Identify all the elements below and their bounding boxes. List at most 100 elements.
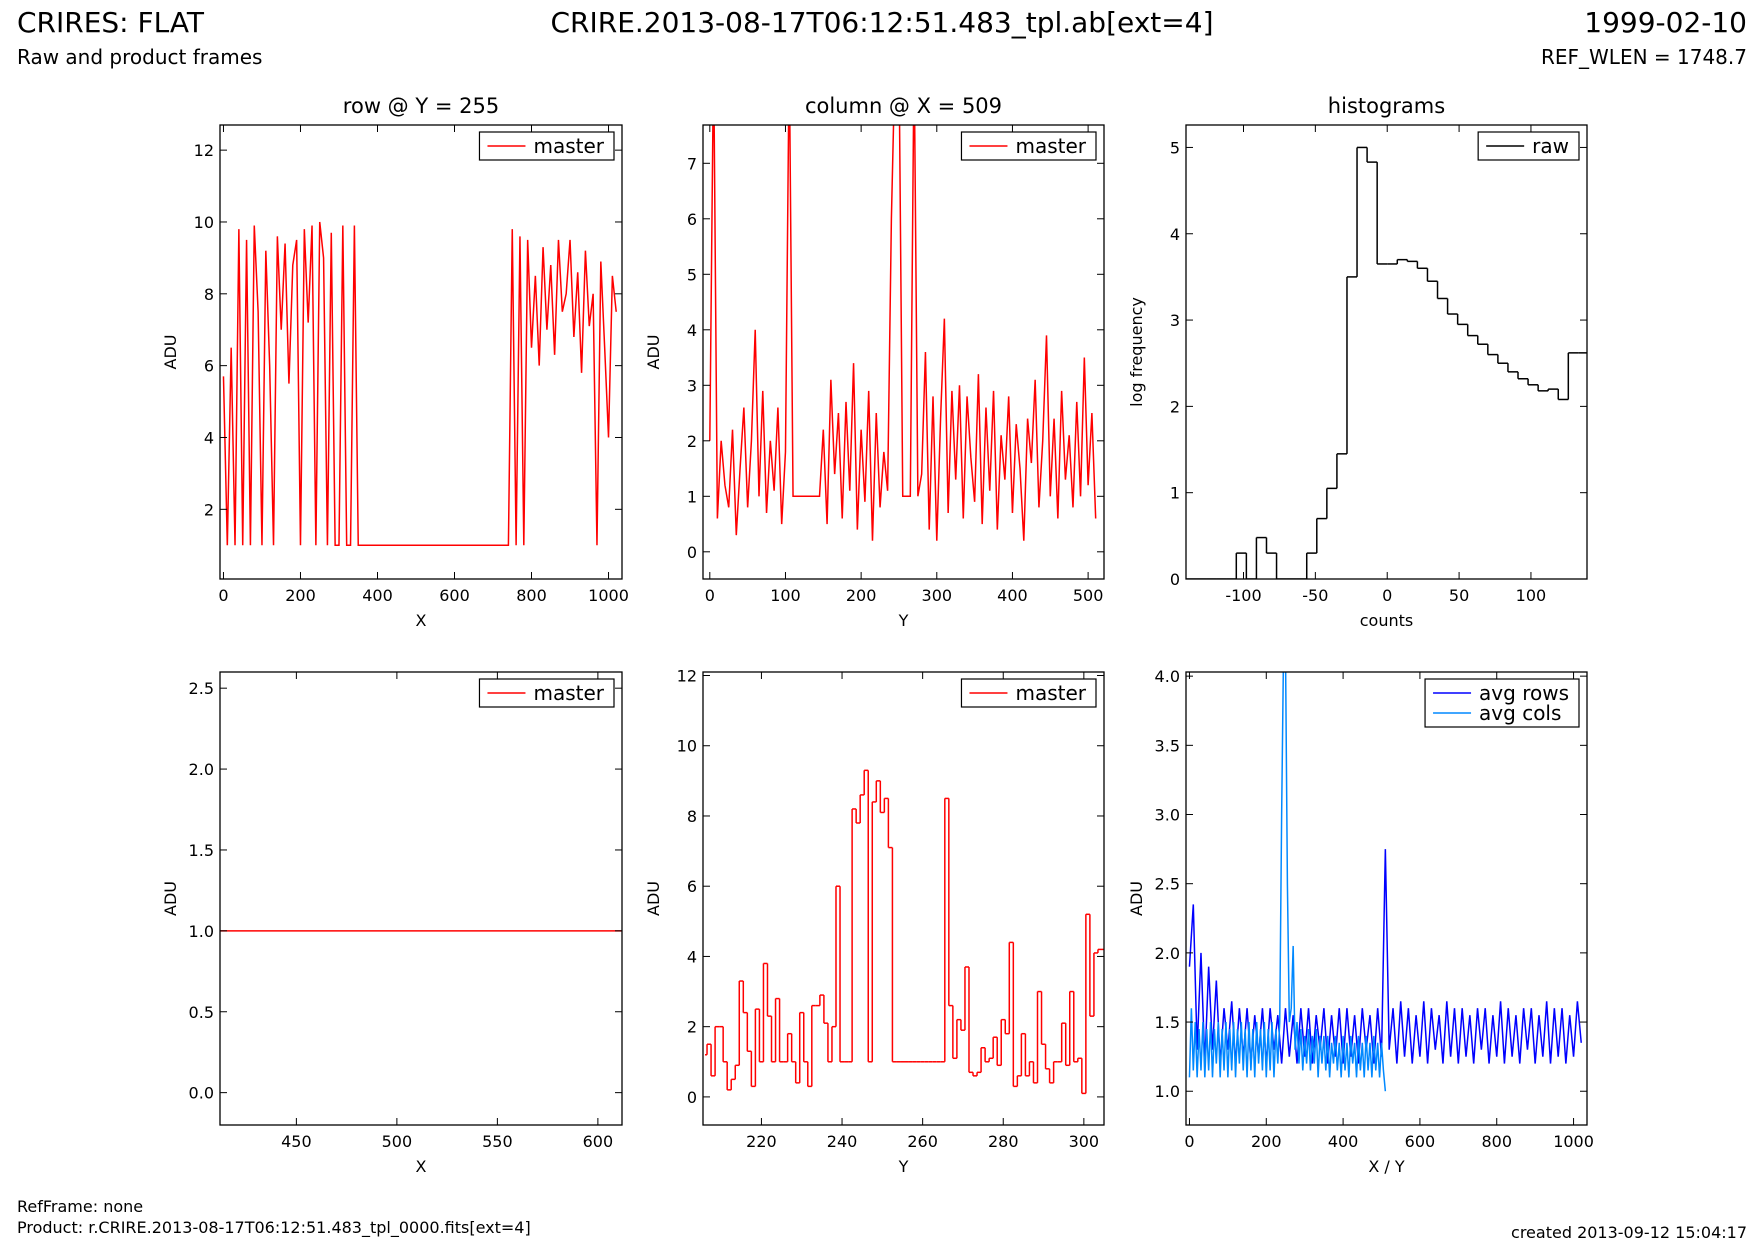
y-tick-label: 4: [1170, 225, 1180, 244]
legend: master: [960, 131, 1097, 161]
legend: master: [478, 131, 615, 161]
panel-title: column @ X = 509: [805, 94, 1002, 118]
x-tick-label: 0: [705, 586, 715, 605]
footer-refframe: RefFrame: none: [17, 1197, 143, 1216]
ref-wlen: REF_WLEN = 1748.7: [1541, 45, 1747, 69]
y-tick-label: 1.5: [189, 841, 214, 860]
x-tick-label: 550: [482, 1132, 513, 1151]
y-axis-label: ADU: [644, 881, 663, 916]
y-tick-label: 0: [687, 1088, 697, 1107]
panel-title: row @ Y = 255: [343, 94, 499, 118]
x-tick-label: 300: [1069, 1132, 1100, 1151]
y-axis-label: ADU: [1127, 881, 1146, 916]
x-tick-label: 0: [218, 586, 228, 605]
x-tick-label: 280: [988, 1132, 1019, 1151]
x-tick-label: 1000: [1553, 1132, 1594, 1151]
x-tick-label: 200: [285, 586, 316, 605]
y-tick-label: 5: [1170, 138, 1180, 157]
plot-area: [705, 769, 1104, 1095]
y-tick-label: 3: [1170, 311, 1180, 330]
x-tick-label: 200: [846, 586, 877, 605]
y-tick-label: 0: [1170, 570, 1180, 589]
y-tick-label: 3.5: [1155, 736, 1180, 755]
x-tick-label: 50: [1449, 586, 1469, 605]
x-axis-label: X: [416, 1157, 427, 1176]
plot-area: [1188, 672, 1582, 1092]
legend: master: [960, 678, 1097, 708]
legend-label: master: [533, 681, 604, 705]
y-tick-label: 10: [194, 213, 214, 232]
data-line: [222, 221, 617, 546]
x-tick-label: -100: [1225, 586, 1261, 605]
footer-created: created 2013-09-12 15:04:17: [1511, 1223, 1747, 1242]
footer-product: Product: r.CRIRE.2013-08-17T06:12:51.483…: [17, 1218, 531, 1238]
x-axis-label: X / Y: [1368, 1157, 1405, 1176]
y-tick-label: 3.0: [1155, 806, 1180, 825]
y-tick-label: 2: [204, 500, 214, 519]
x-tick-label: 600: [1405, 1132, 1436, 1151]
x-tick-label: 400: [1328, 1132, 1359, 1151]
x-tick-label: 100: [1516, 586, 1547, 605]
x-axis-label: Y: [898, 611, 909, 630]
plot-frame: [219, 671, 623, 1126]
legend-label: master: [1015, 134, 1086, 158]
y-tick-label: 4: [687, 321, 697, 340]
y-tick-label: 6: [687, 210, 697, 229]
y-tick-label: 0: [687, 543, 697, 562]
legend-label: avg cols: [1479, 701, 1561, 725]
x-tick-label: 600: [583, 1132, 614, 1151]
data-line: [1188, 849, 1582, 1064]
y-tick-label: 0.5: [189, 1003, 214, 1022]
plot-frame: [1185, 671, 1588, 1126]
data-line: [1188, 672, 1387, 1092]
y-axis-label: ADU: [161, 335, 180, 370]
y-tick-label: 12: [677, 667, 697, 686]
x-tick-label: 0: [1184, 1132, 1194, 1151]
panel-title: histograms: [1328, 94, 1445, 118]
plot-area: [1186, 146, 1587, 579]
x-tick-label: 800: [516, 586, 547, 605]
y-tick-label: 1.0: [189, 922, 214, 941]
plot-frame: [1185, 124, 1588, 580]
y-tick-label: 2.5: [1155, 875, 1180, 894]
x-tick-label: 200: [1251, 1132, 1282, 1151]
y-tick-label: 1.0: [1155, 1082, 1180, 1101]
legend-label: master: [1015, 681, 1086, 705]
y-tick-label: 4: [204, 428, 214, 447]
x-tick-label: 300: [922, 586, 953, 605]
legend: master: [478, 678, 615, 708]
y-axis-label: ADU: [644, 335, 663, 370]
plot-frame: [702, 124, 1105, 580]
x-axis-label: X: [416, 611, 427, 630]
x-tick-label: 100: [770, 586, 801, 605]
y-tick-label: 2.5: [189, 679, 214, 698]
x-tick-label: 450: [281, 1132, 312, 1151]
plot-area: [709, 125, 1097, 541]
y-tick-label: 2: [687, 1018, 697, 1037]
x-tick-label: 240: [827, 1132, 858, 1151]
y-tick-label: 4.0: [1155, 667, 1180, 686]
plot-frame: [219, 124, 623, 580]
x-tick-label: 400: [997, 586, 1028, 605]
y-tick-label: 5: [687, 265, 697, 284]
x-axis-label: Y: [898, 1157, 909, 1176]
y-tick-label: 6: [687, 877, 697, 896]
x-tick-label: -50: [1302, 586, 1328, 605]
legend: raw: [1477, 131, 1580, 161]
data-line: [709, 125, 1097, 541]
page-title: CRIRES: FLAT: [17, 6, 205, 39]
x-tick-label: 500: [1073, 586, 1104, 605]
y-tick-label: 2: [687, 432, 697, 451]
y-tick-label: 6: [204, 357, 214, 376]
y-axis-label: log frequency: [1127, 297, 1146, 407]
x-tick-label: 400: [362, 586, 393, 605]
y-tick-label: 8: [204, 285, 214, 304]
y-tick-label: 2.0: [189, 760, 214, 779]
y-tick-label: 1: [1170, 484, 1180, 503]
plot-area: [222, 221, 617, 546]
legend-label: raw: [1532, 134, 1569, 158]
y-tick-label: 12: [194, 141, 214, 160]
x-tick-label: 500: [382, 1132, 413, 1151]
